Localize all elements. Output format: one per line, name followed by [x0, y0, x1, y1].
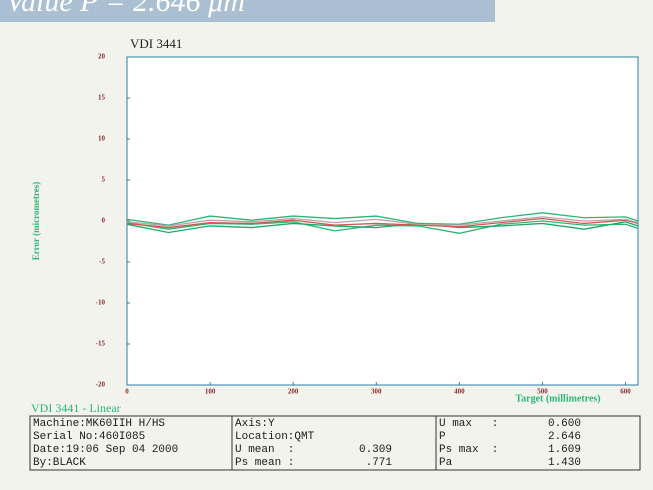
y-tick-label: 15	[98, 94, 106, 102]
table-cell: Machine:MK60IIH H/HS	[33, 418, 165, 430]
x-axis-label: Target (millimetres)	[515, 393, 600, 404]
banner-box	[0, 0, 495, 22]
y-tick-label: 5	[102, 176, 106, 184]
y-tick-label: 0	[102, 217, 106, 225]
series-line	[126, 216, 639, 227]
table-value: 1.430	[548, 457, 581, 469]
y-tick-label: -20	[96, 381, 106, 389]
table-value: 0.309	[359, 444, 392, 456]
y-axis-label: Error (micrometres)	[31, 182, 41, 261]
y-tick-label: 10	[98, 135, 106, 143]
table-cell: U max :	[439, 418, 498, 430]
plot-area	[126, 56, 639, 386]
table-cell: Ps max :	[439, 444, 498, 456]
chart-title: VDI 3441	[130, 36, 182, 51]
banner-text: Value P = 2.646 μm	[6, 0, 245, 18]
table-cell: P	[439, 431, 446, 443]
table-cell: U mean :	[235, 444, 294, 456]
x-tick-label: 100	[205, 388, 216, 396]
table-cell: Date:19:06 Sep 04 2000	[33, 444, 178, 456]
x-tick-label: 600	[620, 388, 631, 396]
caption: VDI 3441 - Linear	[31, 401, 121, 415]
y-tick-label: -10	[96, 299, 106, 307]
x-tick-label: 200	[288, 388, 299, 396]
table-cell: Axis:Y	[235, 418, 275, 430]
table-value: 1.609	[548, 444, 581, 456]
x-tick-label: 500	[537, 388, 548, 396]
series-line	[126, 221, 639, 234]
x-tick-label: 0	[125, 388, 129, 396]
table-cell: Serial No:460I085	[33, 431, 145, 443]
y-tick-label: 20	[98, 53, 106, 61]
table-cell: By:BLACK	[33, 457, 86, 469]
series-line	[126, 212, 639, 226]
y-tick-label: -5	[99, 258, 105, 266]
table-value: 0.600	[548, 418, 581, 430]
table-cell: Ps mean :	[235, 457, 294, 469]
table-value: 2.646	[548, 431, 581, 443]
table-value: .771	[366, 457, 393, 469]
y-tick-label: -15	[96, 340, 106, 348]
info-table	[29, 415, 641, 471]
series-line	[126, 217, 639, 229]
table-cell: Pa	[439, 457, 453, 469]
table-cell: Location:QMT	[235, 431, 315, 443]
x-tick-label: 400	[454, 388, 465, 396]
x-tick-label: 300	[371, 388, 382, 396]
